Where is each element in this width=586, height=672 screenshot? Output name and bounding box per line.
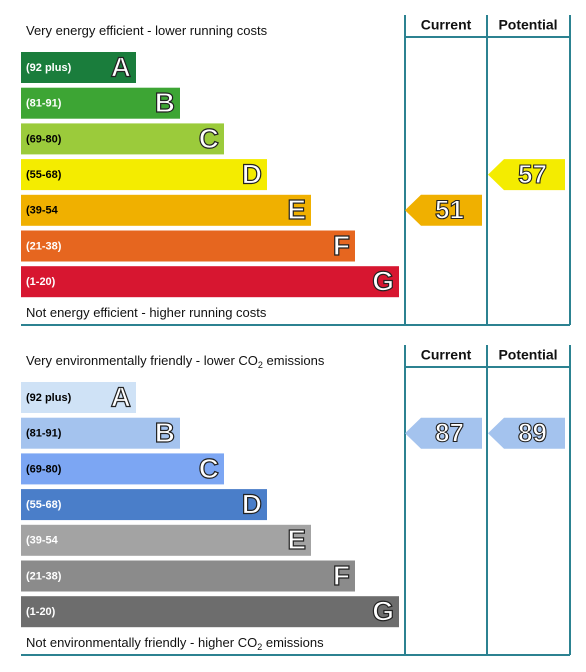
- header-potential: Potential: [498, 17, 557, 33]
- band: [21, 194, 311, 226]
- band-letter: F: [333, 230, 350, 261]
- header-potential: Potential: [498, 347, 557, 363]
- band-letter: D: [242, 158, 262, 189]
- rating-value: 87: [435, 418, 464, 448]
- band: [21, 596, 399, 628]
- caption-text: Very environmentally friendly - lower CO: [26, 353, 258, 368]
- band: [21, 52, 136, 83]
- band-range: (69-80): [26, 463, 62, 475]
- caption-top: Very energy efficient - lower running co…: [26, 23, 268, 38]
- header-current: Current: [421, 17, 472, 33]
- band-range: (55-68): [26, 169, 62, 181]
- caption-bottom: Not energy efficient - higher running co…: [26, 305, 267, 320]
- caption-text: Not environmentally friendly - higher CO: [26, 635, 257, 650]
- caption-sub: 2: [257, 642, 262, 652]
- band-range: (21-38): [26, 570, 62, 582]
- band-letter: B: [155, 87, 175, 118]
- rating-arrow: [405, 417, 482, 449]
- rating-value: 89: [518, 418, 547, 448]
- band-range: (92 plus): [26, 392, 72, 404]
- band-range: (1-20): [26, 606, 56, 618]
- band-letter: B: [155, 417, 175, 448]
- caption-sub: 2: [258, 360, 263, 370]
- rating-value: 51: [435, 195, 464, 225]
- rating-arrow: [405, 194, 482, 226]
- band: [21, 159, 267, 191]
- band: [21, 382, 136, 413]
- band: [21, 417, 180, 449]
- band-letter: F: [333, 560, 350, 591]
- band: [21, 524, 311, 556]
- caption-bottom: Not environmentally friendly - higher CO…: [26, 635, 324, 652]
- band-letter: D: [242, 488, 262, 519]
- caption-tail: emissions: [263, 353, 325, 368]
- header-current: Current: [421, 347, 472, 363]
- band-letter: G: [372, 266, 394, 297]
- band-range: (81-91): [26, 428, 62, 440]
- band-range: (39-54: [26, 205, 59, 217]
- band-letter: A: [111, 381, 131, 412]
- rating-arrow: [488, 159, 565, 191]
- rating-arrow: [488, 417, 565, 449]
- band-range: (1-20): [26, 276, 56, 288]
- band-range: (69-80): [26, 133, 62, 145]
- band: [21, 453, 224, 485]
- band-range: (92 plus): [26, 62, 72, 74]
- band-letter: A: [111, 51, 131, 82]
- band: [21, 266, 399, 298]
- band: [21, 489, 267, 521]
- band-letter: C: [199, 453, 219, 484]
- rating-value: 57: [518, 159, 547, 189]
- caption-top: Very environmentally friendly - lower CO…: [26, 353, 325, 370]
- band-range: (21-38): [26, 240, 62, 252]
- band-letter: C: [199, 123, 219, 154]
- band: [21, 560, 355, 592]
- band: [21, 123, 224, 155]
- band: [21, 87, 180, 119]
- band-letter: G: [372, 596, 394, 627]
- band-letter: E: [287, 194, 306, 225]
- band-letter: E: [287, 524, 306, 555]
- caption-text: Very energy efficient - lower running co…: [26, 23, 268, 38]
- band-range: (81-91): [26, 98, 62, 110]
- caption-tail: emissions: [262, 635, 324, 650]
- band: [21, 230, 355, 262]
- caption-text: Not energy efficient - higher running co…: [26, 305, 267, 320]
- band-range: (39-54: [26, 535, 59, 547]
- band-range: (55-68): [26, 499, 62, 511]
